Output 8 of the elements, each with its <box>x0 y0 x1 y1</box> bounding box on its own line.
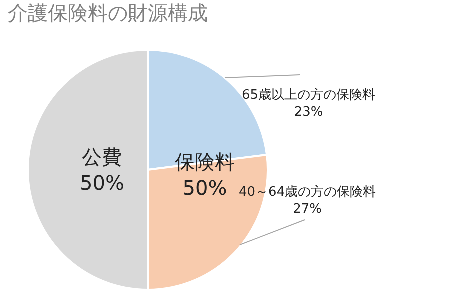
data-label: 23% <box>294 104 324 120</box>
data-label: 27% <box>293 202 322 217</box>
slice-label: 65歳以上の方の保険料 <box>242 87 376 103</box>
chart-title: 介護保険料の財源構成 <box>8 1 208 25</box>
text: 保険料 50% <box>175 150 235 200</box>
data-label: 50% <box>80 171 124 195</box>
slice-label: 公費 <box>82 145 122 169</box>
slice-label: 40～64歳の方の保険料 <box>239 184 376 200</box>
